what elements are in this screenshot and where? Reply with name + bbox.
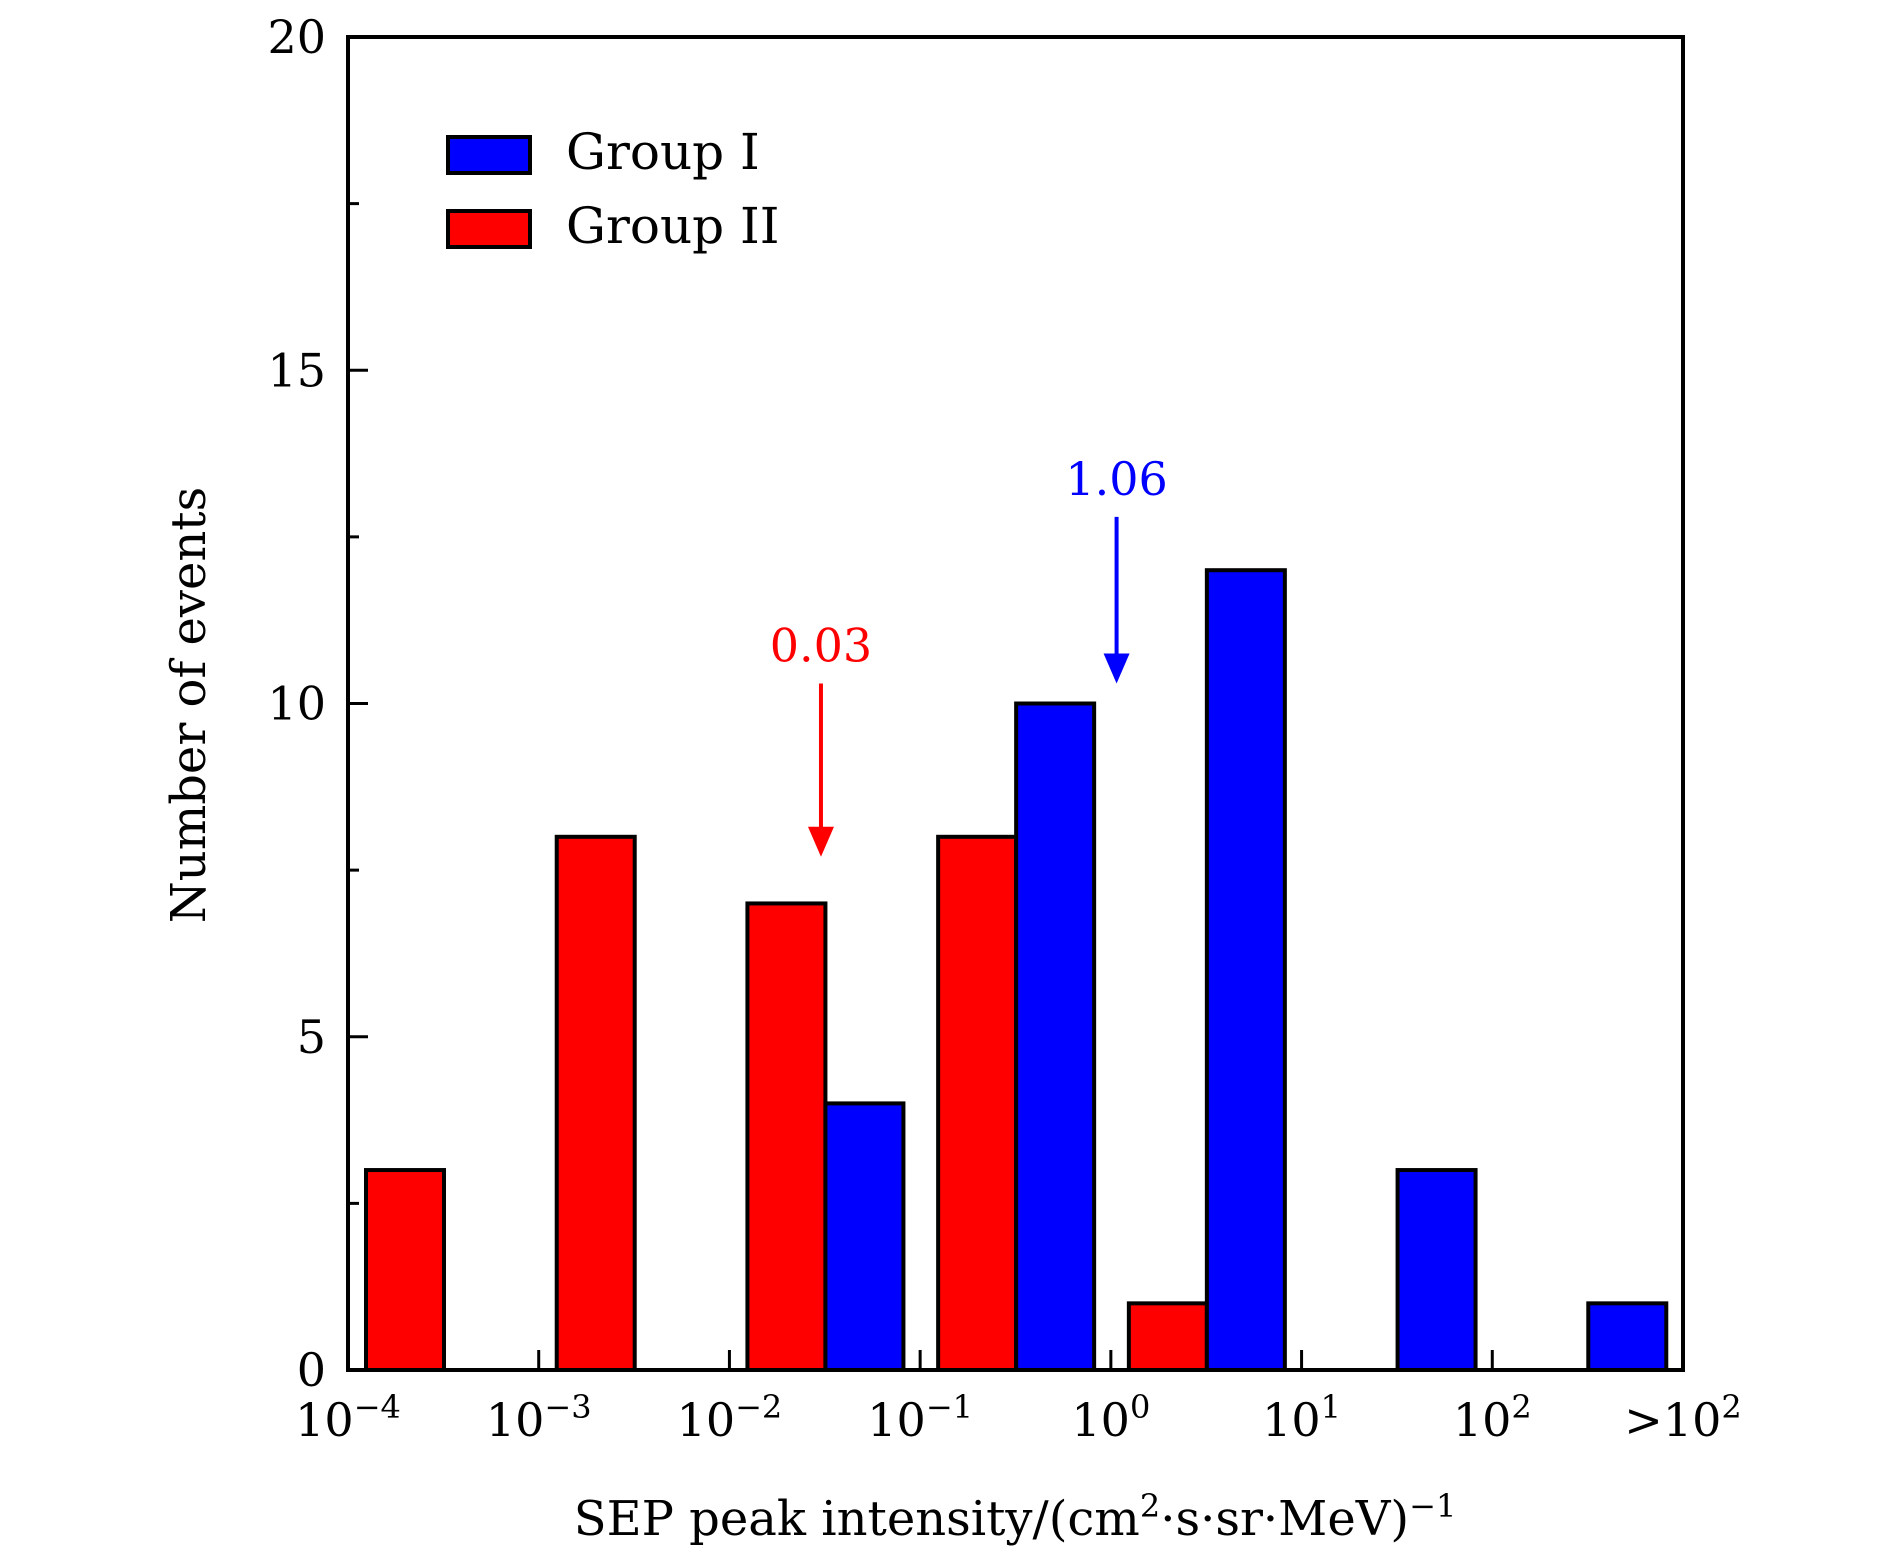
bar-group-ii-0 xyxy=(364,1168,446,1373)
bar-group-i-4 xyxy=(1204,568,1287,1372)
bar-group-ii-3 xyxy=(936,834,1019,1372)
y-tick-label: 15 xyxy=(267,343,326,397)
annotation-arrow-head-0 xyxy=(807,826,834,857)
bar-group-ii-4 xyxy=(1126,1301,1209,1372)
bar-group-ii-2 xyxy=(745,901,828,1372)
bars-layer xyxy=(364,568,1669,1373)
x-tick-label: 10−2 xyxy=(677,1388,783,1447)
x-tick-label: 10−3 xyxy=(486,1388,592,1447)
y-tick-label: 20 xyxy=(267,10,326,64)
legend-swatch-0 xyxy=(446,135,532,175)
annotation-label-1: 1.06 xyxy=(1065,452,1167,506)
y-tick-label: 5 xyxy=(297,1010,326,1064)
x-axis-label: SEP peak intensity/(cm2·s·sr·MeV)−1 xyxy=(574,1487,1457,1547)
annotations-layer: 0.03 1.06 xyxy=(770,452,1168,857)
y-tick-label: 10 xyxy=(267,677,326,731)
x-tick-label: >102 xyxy=(1624,1388,1741,1447)
x-tick-label: 10−1 xyxy=(867,1388,973,1447)
bar-group-i-6 xyxy=(1586,1301,1669,1372)
legend-swatch-1 xyxy=(446,209,532,249)
annotation-label-0: 0.03 xyxy=(770,619,872,673)
y-tick-label: 0 xyxy=(297,1343,326,1397)
x-tick-label: 101 xyxy=(1262,1388,1341,1447)
x-axis: 10−4 10−3 10−2 10−1 100 101 102 >102 xyxy=(295,1350,1742,1447)
x-tick-label: 102 xyxy=(1453,1388,1532,1447)
bar-group-i-3 xyxy=(1014,701,1097,1372)
legend-label-0: Group I xyxy=(566,123,760,181)
y-axis-label: Number of events xyxy=(161,487,217,923)
legend: Group I Group II xyxy=(446,123,780,255)
annotation-arrow-head-1 xyxy=(1103,653,1130,684)
x-tick-label: 10−4 xyxy=(295,1388,401,1447)
y-axis: 0 5 10 15 20 xyxy=(267,10,368,1397)
bar-group-i-2 xyxy=(823,1101,906,1373)
bar-group-i-5 xyxy=(1395,1168,1478,1373)
x-tick-label: 100 xyxy=(1071,1388,1150,1447)
bar-group-ii-1 xyxy=(554,834,637,1372)
legend-label-1: Group II xyxy=(566,197,780,255)
